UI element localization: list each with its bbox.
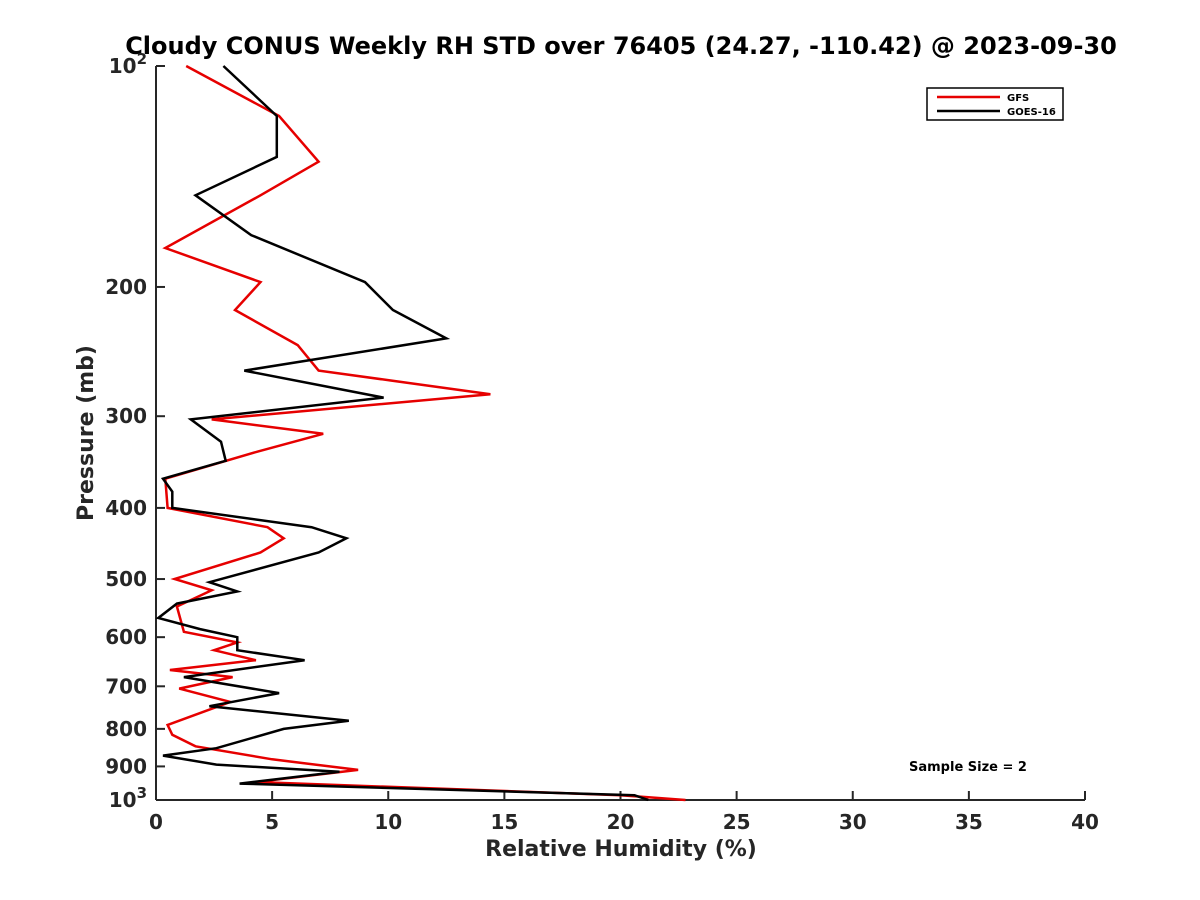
plot-area: 0 5 10 15 20 25 30 35 40 102 200 300 400 500 600 700 800… bbox=[105, 50, 1099, 834]
x-tick-label: 10 bbox=[374, 810, 402, 834]
legend-label-gfs: GFS bbox=[1007, 93, 1029, 104]
x-tick-label: 40 bbox=[1071, 810, 1099, 834]
x-tick-label: 15 bbox=[490, 810, 518, 834]
y-tick-label: 600 bbox=[105, 625, 147, 649]
y-tick-label: 500 bbox=[105, 567, 147, 591]
y-tick-label: 400 bbox=[105, 496, 147, 520]
y-tick-label: 103 bbox=[109, 784, 147, 812]
series-line-gfs bbox=[162, 64, 686, 802]
y-tick-label: 800 bbox=[105, 717, 147, 741]
y-tick-label: 900 bbox=[105, 754, 147, 778]
legend: GFS GOES-16 bbox=[926, 87, 1064, 121]
y-tick-label: 102 bbox=[109, 50, 147, 78]
y-tick-label: 200 bbox=[105, 275, 147, 299]
series-line-goes-16 bbox=[155, 65, 649, 802]
x-tick-label: 35 bbox=[955, 810, 983, 834]
y-tick-label: 300 bbox=[105, 404, 147, 428]
legend-box bbox=[926, 87, 1064, 121]
x-tick-label: 5 bbox=[265, 810, 279, 834]
legend-label-goes-16: GOES-16 bbox=[1007, 107, 1056, 118]
x-tick-label: 20 bbox=[607, 810, 635, 834]
x-tick-label: 30 bbox=[839, 810, 867, 834]
sample-size-annotation: Sample Size = 2 bbox=[909, 760, 1027, 775]
y-axis-label: Pressure (mb) bbox=[74, 345, 99, 521]
x-axis-label: Relative Humidity (%) bbox=[485, 837, 757, 862]
x-tick-label: 0 bbox=[149, 810, 163, 834]
x-tick-label: 25 bbox=[723, 810, 751, 834]
chart-title: Cloudy CONUS Weekly RH STD over 76405 (2… bbox=[125, 32, 1117, 60]
y-tick-label: 700 bbox=[105, 674, 147, 698]
